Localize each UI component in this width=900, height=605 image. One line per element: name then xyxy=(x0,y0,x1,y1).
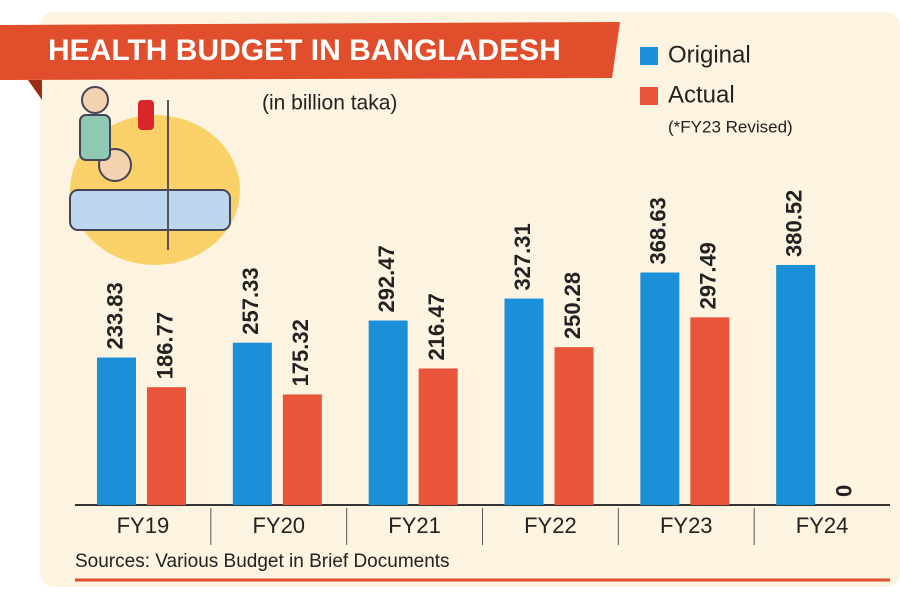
note: (*FY23 Revised) xyxy=(668,117,793,136)
legend-label: Actual xyxy=(668,81,735,108)
x-tick-label: FY21 xyxy=(388,513,441,538)
value-label: 175.32 xyxy=(288,319,313,386)
bar xyxy=(776,265,816,505)
value-label: 380.52 xyxy=(781,190,806,257)
value-label: 368.63 xyxy=(646,197,671,264)
value-label: 327.31 xyxy=(510,223,535,290)
bar xyxy=(690,317,730,505)
value-label: 0 xyxy=(831,485,856,497)
value-label: 250.28 xyxy=(560,272,585,339)
subtitle: (in billion taka) xyxy=(262,92,397,115)
x-tick-label: FY24 xyxy=(796,513,849,538)
source: Sources: Various Budget in Brief Documen… xyxy=(75,551,450,572)
value-label: 292.47 xyxy=(374,245,399,312)
legend-swatch xyxy=(640,47,658,65)
banner-fold xyxy=(28,80,42,100)
legend-swatch xyxy=(640,87,658,105)
legend-label: Original xyxy=(668,41,751,68)
bar xyxy=(368,320,408,505)
value-label: 297.49 xyxy=(696,242,721,309)
value-label: 216.47 xyxy=(424,293,449,360)
bar xyxy=(97,357,136,505)
title-banner xyxy=(0,22,620,80)
value-label: 257.33 xyxy=(238,267,263,334)
bar xyxy=(147,387,186,505)
value-label: 186.77 xyxy=(152,312,177,379)
bar xyxy=(504,298,544,505)
bar xyxy=(554,347,594,505)
x-tick-label: FY23 xyxy=(660,513,713,538)
value-label: 233.83 xyxy=(102,282,127,349)
bar xyxy=(232,342,272,505)
bar xyxy=(282,394,322,505)
bar xyxy=(640,272,680,505)
chart-title: HEALTH BUDGET IN BANGLADESH xyxy=(48,34,561,67)
bar xyxy=(418,368,458,505)
x-tick-label: FY19 xyxy=(117,513,170,538)
x-tick-label: FY20 xyxy=(252,513,305,538)
x-tick-label: FY22 xyxy=(524,513,577,538)
illustration xyxy=(69,86,240,265)
